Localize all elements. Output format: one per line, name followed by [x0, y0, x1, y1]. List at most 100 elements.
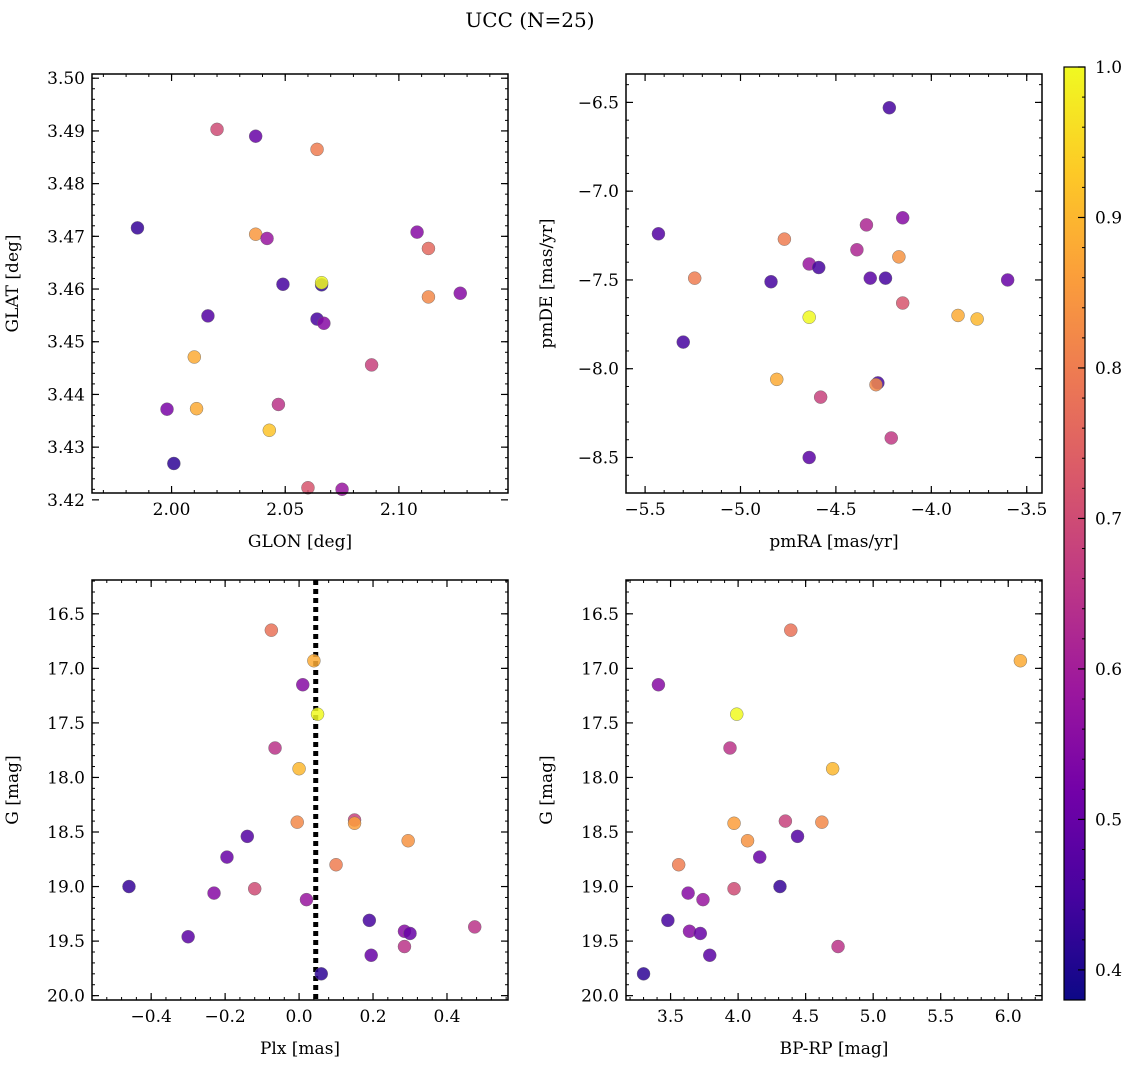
data-point [240, 829, 255, 844]
x-tick-label: 6.0 [995, 1007, 1022, 1027]
data-point [831, 939, 845, 954]
y-tick-label: 19.5 [47, 932, 85, 952]
colorbar-tick-label: 0.6 [1095, 660, 1122, 680]
data-point [292, 762, 306, 776]
y-tick-label: 3.49 [47, 122, 85, 142]
y-tick-label: −7.5 [578, 271, 619, 291]
data-point [895, 211, 910, 225]
x-tick-label: 0.4 [433, 1007, 460, 1027]
y-tick-label: 3.42 [47, 491, 85, 511]
colorbar-tick-label: 0.5 [1095, 810, 1122, 830]
data-point [189, 401, 204, 416]
x-tick-label: 0.2 [360, 1007, 387, 1027]
data-point [187, 350, 201, 364]
y-tick-label: 19.0 [581, 878, 619, 898]
data-point [802, 450, 816, 465]
data-point [314, 276, 329, 290]
panel-pmra-pmde: −5.5 −5.0 −4.5 −4.0 −3.5 −8.5 −8.0 −7.5 −7.0 −6.5… [537, 73, 1047, 552]
panel-plx-g: −0.4 −0.2 0.0 0.2 0.4 16.5 17.0 17.5 18.0 18.5 19.… [3, 579, 509, 1059]
scatter-panels: 2.00 2.05 2.10 3.42 3.43 3.44 3.45 3.46 3.47 3.48… [3, 69, 1047, 1059]
y-tick-label: 3.50 [47, 69, 85, 89]
data-point [181, 930, 195, 944]
x-tick-label: 2.05 [266, 500, 304, 520]
data-point [290, 815, 304, 829]
data-point [815, 815, 829, 829]
y-tick-label: −6.5 [578, 93, 619, 113]
data-point [276, 277, 290, 291]
data-point [260, 231, 274, 246]
data-point [681, 886, 695, 900]
data-point [878, 271, 893, 285]
data-point [693, 926, 707, 941]
data-point [403, 926, 417, 941]
y-axis-label: G [mag] [537, 755, 557, 824]
y-tick-label: 18.5 [47, 823, 85, 843]
colorbar-gradient [1064, 67, 1085, 1000]
y-tick-label: 20.0 [581, 987, 619, 1007]
y-tick-label: 3.46 [47, 280, 85, 300]
data-point [122, 879, 136, 894]
colorbar-frame [1063, 66, 1086, 1001]
data-point [777, 232, 792, 246]
data-point [299, 892, 314, 907]
y-tick-label: 19.0 [47, 878, 85, 898]
y-tick-label: 18.5 [581, 823, 619, 843]
y-tick-label: 16.5 [47, 605, 85, 625]
y-tick-label: 3.47 [47, 227, 85, 247]
data-point [778, 814, 793, 828]
data-point [296, 678, 310, 692]
data-point [884, 431, 898, 445]
data-point [1013, 654, 1028, 668]
x-tick-label: 4.0 [725, 1007, 752, 1027]
data-point [248, 227, 263, 241]
x-axis-label: BP-RP [mag] [780, 1039, 889, 1059]
data-point [727, 816, 741, 830]
data-point [723, 741, 737, 755]
data-point [753, 850, 767, 864]
data-point [869, 377, 883, 392]
data-point [951, 308, 965, 323]
x-tick-label: 3.5 [657, 1007, 684, 1027]
y-axis-label: GLAT [deg] [3, 234, 23, 332]
panel-bprp-g: 3.5 4.0 4.5 5.0 5.5 6.0 16.5 17.0 17.5 18.0 18.5 19… [537, 579, 1043, 1059]
data-point [335, 482, 349, 497]
data-point [307, 654, 321, 668]
data-point [262, 423, 277, 437]
x-tick-label: −4.0 [911, 500, 952, 520]
data-point [859, 218, 874, 232]
panel-glon-glat: 2.00 2.05 2.10 3.42 3.43 3.44 3.45 3.46 3.47 3.48… [3, 69, 509, 552]
data-point [310, 142, 324, 157]
data-point [790, 829, 805, 844]
data-point [410, 225, 424, 239]
y-axis-label: pmDE [mas/yr] [537, 218, 557, 348]
x-tick-label: 2.10 [380, 500, 418, 520]
data-point [636, 967, 651, 981]
data-point [329, 858, 343, 872]
data-point [453, 286, 467, 300]
data-point [362, 913, 377, 928]
y-tick-label: 17.0 [581, 659, 619, 679]
data-point [825, 762, 840, 776]
data-point [421, 241, 436, 256]
data-point [696, 892, 710, 907]
data-point [220, 850, 234, 864]
data-point [651, 227, 666, 241]
x-tick-label: −5.0 [720, 500, 761, 520]
data-point [421, 290, 436, 304]
data-point [661, 913, 675, 928]
data-point [314, 967, 328, 981]
x-axis-label: pmRA [mas/yr] [769, 532, 898, 552]
data-point [167, 456, 181, 471]
x-tick-label: −0.4 [131, 1007, 172, 1027]
y-tick-label: 17.0 [47, 659, 85, 679]
data-point [317, 316, 331, 330]
axes-frame [625, 73, 1043, 494]
data-point [651, 678, 666, 692]
x-axis-label: GLON [deg] [248, 532, 352, 552]
y-tick-label: 20.0 [47, 987, 85, 1007]
data-point [210, 122, 224, 137]
data-point [882, 101, 897, 115]
data-point [201, 309, 215, 323]
y-tick-label: −7.0 [578, 182, 619, 202]
